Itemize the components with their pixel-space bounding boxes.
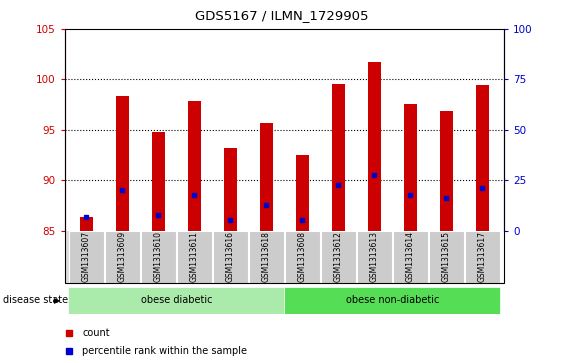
Bar (429, 231, 463, 283)
Bar (260, 123, 272, 231)
Bar (357, 231, 392, 283)
Text: GSM1313618: GSM1313618 (262, 231, 271, 282)
Bar (213, 231, 248, 283)
Text: GSM1313615: GSM1313615 (442, 231, 451, 282)
Bar (332, 85, 345, 231)
Bar (152, 132, 164, 231)
Bar (465, 231, 499, 283)
Bar (105, 231, 140, 283)
Bar (80, 217, 93, 231)
Bar (393, 231, 427, 283)
Bar (440, 111, 453, 231)
Text: GSM1313614: GSM1313614 (406, 231, 415, 282)
Text: GSM1313611: GSM1313611 (190, 231, 199, 282)
Text: count: count (82, 328, 110, 338)
Text: GSM1313613: GSM1313613 (370, 231, 379, 282)
Bar (177, 231, 212, 283)
Text: GDS5167 / ILMN_1729905: GDS5167 / ILMN_1729905 (195, 9, 368, 22)
Bar (285, 231, 320, 283)
Text: GSM1313610: GSM1313610 (154, 231, 163, 282)
Bar (404, 103, 417, 231)
Bar (141, 231, 176, 283)
Bar (368, 62, 381, 231)
Text: disease state: disease state (3, 295, 68, 305)
Text: GSM1313616: GSM1313616 (226, 231, 235, 282)
Text: obese non-diabetic: obese non-diabetic (346, 295, 439, 305)
Bar (296, 155, 309, 231)
Bar (69, 231, 104, 283)
Bar (188, 101, 200, 231)
Text: GSM1313608: GSM1313608 (298, 231, 307, 282)
Text: GSM1313607: GSM1313607 (82, 231, 91, 282)
Text: GSM1313612: GSM1313612 (334, 231, 343, 282)
Text: ▶: ▶ (54, 296, 61, 305)
Bar (116, 95, 128, 231)
Text: percentile rank within the sample: percentile rank within the sample (82, 346, 247, 356)
Bar (249, 231, 284, 283)
Bar (321, 231, 356, 283)
Text: GSM1313617: GSM1313617 (478, 231, 487, 282)
Text: obese diabetic: obese diabetic (141, 295, 212, 305)
Text: GSM1313609: GSM1313609 (118, 231, 127, 282)
Bar (68, 287, 284, 314)
Bar (224, 148, 236, 231)
Bar (284, 287, 501, 314)
Bar (476, 85, 489, 231)
